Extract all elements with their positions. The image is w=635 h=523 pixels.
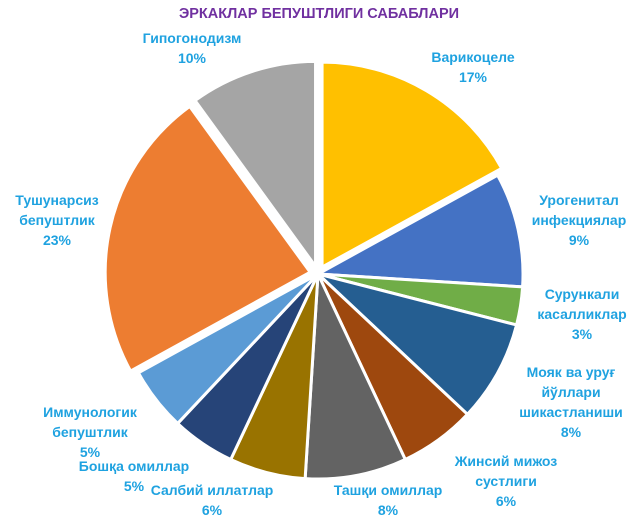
- slice-label-5: Жинсий мижоз сустлиги 6%: [454, 453, 558, 509]
- slice-label-line: йўллари: [541, 384, 600, 400]
- slice-label-line: бепуштлик: [19, 212, 96, 228]
- slice-label-line: Ташқи омиллар: [334, 482, 443, 498]
- slice-label-6: Ташқи омиллар 8%: [334, 482, 443, 518]
- slice-label-2: Урогенитал инфекциялар 9%: [532, 192, 627, 248]
- slice-labels: Варикоцеле 17% Урогенитал инфекциялар 9% Суру…: [15, 30, 626, 518]
- slice-label-line: сустлиги: [475, 473, 537, 489]
- slice-label-line: инфекциялар: [532, 212, 627, 228]
- slice-label-line: Бошқа омиллар: [79, 458, 189, 474]
- pie-slice-2: [316, 173, 525, 289]
- slice-percent-label: 8%: [561, 424, 582, 440]
- slice-label-10: Тушунарсиз бепуштлик 23%: [15, 192, 98, 248]
- slice-label-7: Салбий иллатлар 6%: [151, 482, 274, 518]
- slice-label-1: Варикоцеле 17%: [431, 49, 515, 85]
- slice-label-line: Тушунарсиз: [15, 192, 98, 208]
- slice-label-3: Сурункали касалликлар 3%: [537, 286, 626, 342]
- slice-label-line: бепуштлик: [52, 424, 129, 440]
- slice-percent-label: 6%: [202, 502, 223, 518]
- slice-label-line: Жинсий мижоз: [454, 453, 558, 469]
- slice-percent-label: 6%: [496, 493, 517, 509]
- chart-title: ЭРКАКЛАР БЕПУШТЛИГИ САБАБЛАРИ: [179, 6, 459, 22]
- slice-label-line: Гипогонодизм: [143, 30, 242, 46]
- pie-slices: [103, 59, 525, 481]
- slice-label-line: шикастланиши: [519, 404, 623, 420]
- slice-label-line: Урогенитал: [539, 192, 619, 208]
- pie-slice-11: [193, 59, 318, 268]
- slice-percent-label: 8%: [378, 502, 399, 518]
- slice-percent-label: 23%: [43, 232, 72, 248]
- slice-percent-label: 17%: [459, 69, 488, 85]
- pie-slice-10: [103, 104, 312, 373]
- slice-label-4: Мояк ва уруғ йўллари шикастланиши 8%: [519, 364, 623, 440]
- slice-label-11: Гипогонодизм 10%: [143, 30, 242, 66]
- slice-label-9: Иммунологик бепуштлик 5%: [43, 404, 138, 460]
- pie-slice-9: [136, 272, 320, 425]
- slice-percent-label: 9%: [569, 232, 590, 248]
- slice-label-line: Варикоцеле: [431, 49, 515, 65]
- pie-slice-4: [316, 272, 519, 416]
- slice-percent-label: 5%: [124, 478, 145, 494]
- slice-label-line: Салбий иллатлар: [151, 482, 274, 498]
- slice-label-line: касалликлар: [537, 306, 626, 322]
- slice-percent-label: 10%: [178, 50, 207, 66]
- slice-percent-label: 3%: [572, 326, 593, 342]
- slice-label-line: Мояк ва уруғ: [527, 364, 616, 380]
- pie-slice-1: [320, 60, 504, 269]
- slice-percent-label: 5%: [80, 444, 101, 460]
- pie-slice-6: [303, 272, 407, 481]
- slice-label-line: Сурункали: [545, 286, 620, 302]
- slice-label-line: Иммунологик: [43, 404, 138, 420]
- slice-label-8: Бошқа омиллар 5%: [79, 458, 189, 494]
